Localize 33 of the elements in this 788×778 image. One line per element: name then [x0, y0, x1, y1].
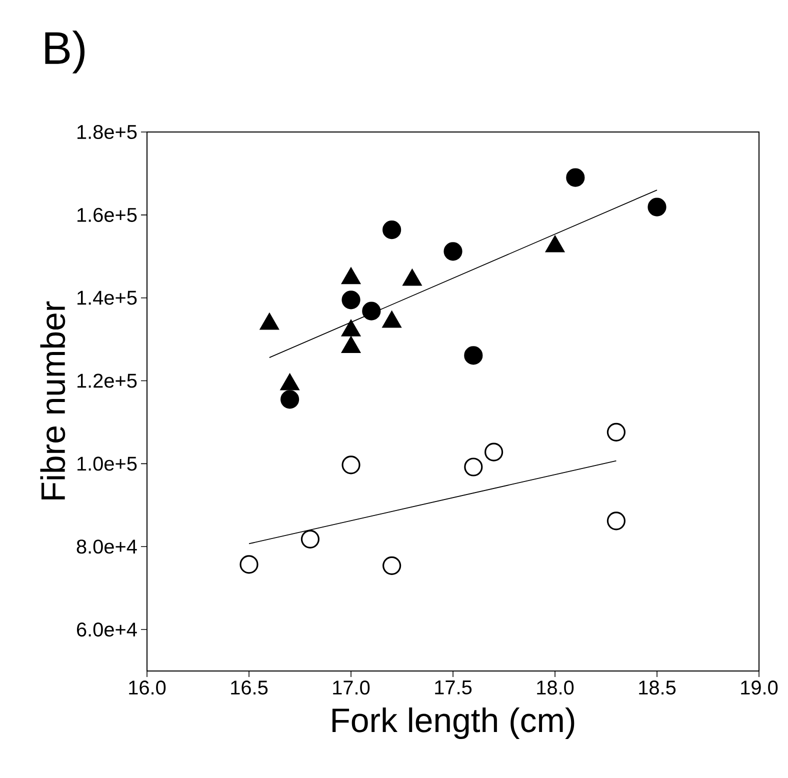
point — [464, 346, 483, 365]
y-axis-title: Fibre number — [40, 301, 66, 500]
point — [240, 555, 258, 574]
y-tick-label: 1.0e+5 — [78, 456, 137, 471]
x-tick-label: 18.5 — [639, 680, 676, 695]
x-tick-label: 18.0 — [537, 680, 574, 695]
chart-title: B) — [45, 30, 85, 74]
point — [382, 556, 402, 575]
x-axis-title: Fork length (cm) — [332, 707, 574, 740]
point — [342, 456, 360, 474]
y-tick-label: 8.0e+4 — [76, 540, 137, 554]
point — [382, 220, 402, 240]
y-tick-label: 1.4e+5 — [78, 290, 137, 305]
point — [484, 442, 504, 462]
x-tick-label: 16.5 — [231, 680, 268, 695]
point — [362, 302, 381, 320]
y-tick-label: 1.6e+5 — [78, 208, 137, 222]
point — [566, 168, 585, 187]
point — [464, 458, 483, 476]
x-tick-label: 19.0 — [741, 680, 778, 695]
point — [606, 512, 626, 530]
point — [300, 530, 320, 548]
point — [342, 290, 360, 310]
point — [280, 390, 300, 409]
point — [648, 198, 666, 216]
y-tick-label: 6.0e+4 — [77, 622, 137, 637]
x-tick-label: 16.0 — [129, 680, 166, 695]
point — [606, 422, 626, 442]
y-tick-label: 1.2e+5 — [78, 374, 137, 388]
y-tick-label: 1.8e+5 — [78, 124, 137, 140]
point — [444, 242, 462, 261]
x-tick-label: 17.5 — [435, 680, 472, 694]
x-tick-label: 17.0 — [333, 680, 370, 695]
